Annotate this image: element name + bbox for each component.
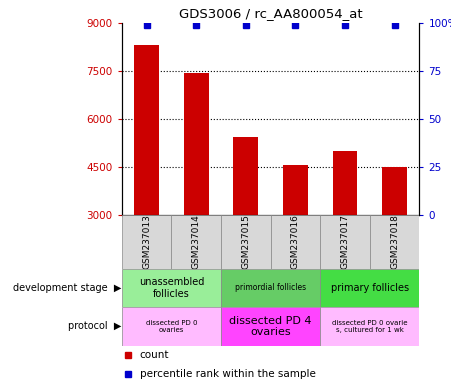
Bar <box>184 73 209 215</box>
Bar <box>122 269 221 307</box>
Text: GSM237016: GSM237016 <box>291 215 300 269</box>
Bar <box>221 269 320 307</box>
Bar <box>332 151 357 215</box>
Text: primordial follicles: primordial follicles <box>235 283 306 293</box>
Bar <box>122 215 171 269</box>
Text: GSM237014: GSM237014 <box>192 215 201 269</box>
Bar <box>171 215 221 269</box>
Text: development stage  ▶: development stage ▶ <box>14 283 122 293</box>
Text: GSM237013: GSM237013 <box>142 215 151 269</box>
Text: protocol  ▶: protocol ▶ <box>69 321 122 331</box>
Text: GSM237015: GSM237015 <box>241 215 250 269</box>
Bar <box>122 307 221 346</box>
Text: GSM237018: GSM237018 <box>390 215 399 269</box>
Text: primary follicles: primary follicles <box>331 283 409 293</box>
Text: unassembled
follicles: unassembled follicles <box>139 277 204 299</box>
Text: dissected PD 0
ovaries: dissected PD 0 ovaries <box>146 320 197 333</box>
Bar <box>221 215 271 269</box>
Bar <box>382 167 407 215</box>
Bar <box>320 307 419 346</box>
Bar <box>134 45 159 215</box>
Bar <box>320 215 370 269</box>
Bar <box>234 137 258 215</box>
Text: count: count <box>140 350 169 360</box>
Bar <box>221 307 320 346</box>
Text: percentile rank within the sample: percentile rank within the sample <box>140 369 316 379</box>
Text: GSM237017: GSM237017 <box>341 215 350 269</box>
Bar <box>370 215 419 269</box>
Bar <box>320 269 419 307</box>
Text: dissected PD 0 ovarie
s, cultured for 1 wk: dissected PD 0 ovarie s, cultured for 1 … <box>332 320 408 333</box>
Bar <box>283 166 308 215</box>
Title: GDS3006 / rc_AA800054_at: GDS3006 / rc_AA800054_at <box>179 7 363 20</box>
Bar <box>271 215 320 269</box>
Text: dissected PD 4
ovaries: dissected PD 4 ovaries <box>230 316 312 337</box>
